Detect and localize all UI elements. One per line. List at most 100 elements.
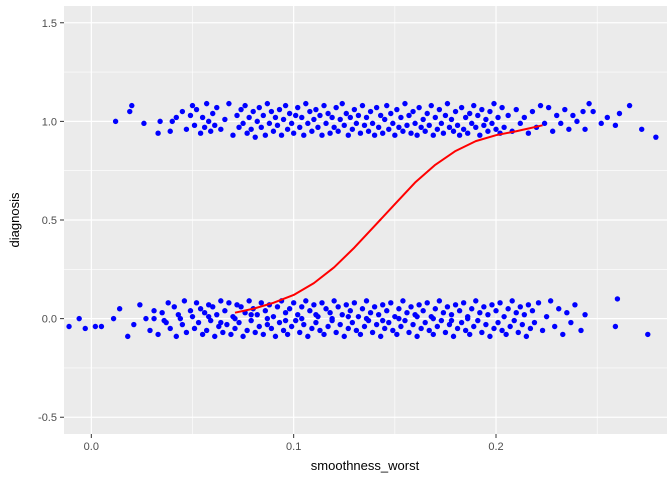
data-point bbox=[626, 102, 633, 109]
data-point bbox=[375, 311, 382, 318]
y-tick-label: -0.5 bbox=[38, 412, 57, 424]
data-point bbox=[189, 102, 196, 109]
data-point bbox=[367, 310, 374, 316]
data-point bbox=[477, 132, 483, 138]
data-point bbox=[517, 304, 523, 310]
data-point bbox=[230, 132, 236, 138]
data-point bbox=[210, 110, 216, 117]
data-point bbox=[335, 304, 341, 310]
data-point bbox=[301, 132, 307, 138]
data-point bbox=[406, 329, 412, 336]
data-point bbox=[305, 333, 311, 340]
data-point bbox=[212, 333, 218, 340]
data-point bbox=[125, 333, 131, 340]
data-point bbox=[292, 317, 299, 324]
data-point bbox=[173, 333, 179, 340]
data-point bbox=[171, 304, 177, 310]
data-point bbox=[309, 128, 315, 134]
data-point bbox=[521, 114, 528, 121]
data-point bbox=[197, 130, 204, 136]
data-point bbox=[199, 331, 206, 338]
data-point bbox=[556, 306, 562, 312]
data-point bbox=[254, 311, 260, 318]
data-point bbox=[181, 298, 188, 304]
data-point bbox=[653, 134, 659, 140]
data-point bbox=[284, 126, 291, 132]
data-point bbox=[604, 114, 611, 121]
data-point bbox=[129, 102, 135, 109]
data-point bbox=[525, 302, 532, 308]
data-point bbox=[329, 315, 335, 322]
data-point bbox=[228, 331, 234, 338]
data-point bbox=[552, 323, 558, 330]
data-point bbox=[388, 110, 394, 117]
data-point bbox=[240, 333, 246, 340]
data-point bbox=[469, 306, 475, 312]
data-point bbox=[359, 102, 366, 109]
data-point bbox=[479, 329, 485, 336]
data-point bbox=[193, 300, 200, 306]
data-point bbox=[545, 104, 552, 111]
y-tick-label: 0.5 bbox=[42, 215, 57, 227]
data-point bbox=[177, 315, 184, 322]
data-point bbox=[382, 325, 388, 332]
data-point bbox=[430, 315, 436, 322]
data-point bbox=[313, 319, 319, 326]
data-point bbox=[341, 333, 347, 340]
data-point bbox=[343, 302, 349, 308]
data-point bbox=[394, 106, 400, 113]
data-point bbox=[612, 323, 619, 330]
y-tick-label: 0.0 bbox=[42, 314, 57, 326]
x-axis: 0.0 0.1 0.2 bbox=[84, 434, 504, 453]
data-point bbox=[436, 106, 443, 113]
data-point bbox=[396, 315, 402, 322]
data-point bbox=[645, 331, 651, 338]
data-point bbox=[327, 310, 333, 316]
data-point bbox=[469, 120, 475, 127]
data-point bbox=[481, 122, 487, 129]
data-point bbox=[454, 122, 461, 129]
data-point bbox=[246, 298, 252, 304]
data-point bbox=[76, 315, 82, 322]
data-point bbox=[187, 112, 194, 119]
data-point bbox=[549, 128, 556, 134]
data-points bbox=[66, 100, 659, 340]
data-point bbox=[386, 319, 392, 326]
data-point bbox=[238, 304, 244, 310]
data-point bbox=[586, 100, 592, 107]
data-point bbox=[361, 323, 368, 330]
data-point bbox=[483, 116, 489, 123]
data-point bbox=[157, 118, 163, 125]
data-point bbox=[432, 306, 439, 312]
data-point bbox=[580, 108, 586, 115]
data-point bbox=[505, 112, 511, 119]
data-point bbox=[205, 118, 212, 125]
data-point bbox=[264, 315, 271, 322]
data-point bbox=[315, 124, 321, 130]
data-point bbox=[297, 329, 303, 336]
data-point bbox=[321, 331, 327, 338]
data-point bbox=[531, 319, 538, 326]
data-point bbox=[278, 132, 285, 138]
data-point bbox=[529, 308, 536, 314]
data-point bbox=[355, 313, 362, 320]
data-point bbox=[454, 325, 461, 332]
data-point bbox=[396, 124, 402, 130]
data-point bbox=[582, 311, 588, 318]
data-point bbox=[189, 313, 196, 320]
data-point bbox=[430, 132, 436, 138]
data-point bbox=[639, 126, 645, 132]
data-point bbox=[252, 134, 258, 140]
data-point bbox=[284, 331, 291, 338]
data-point bbox=[355, 112, 362, 119]
data-point bbox=[400, 298, 406, 304]
data-point bbox=[380, 130, 386, 136]
data-point bbox=[404, 310, 410, 316]
data-point bbox=[325, 110, 331, 117]
data-point bbox=[513, 106, 519, 113]
data-point bbox=[98, 323, 105, 330]
y-tick-label: 1.5 bbox=[42, 18, 57, 30]
data-point bbox=[537, 102, 544, 109]
data-point bbox=[471, 323, 477, 330]
